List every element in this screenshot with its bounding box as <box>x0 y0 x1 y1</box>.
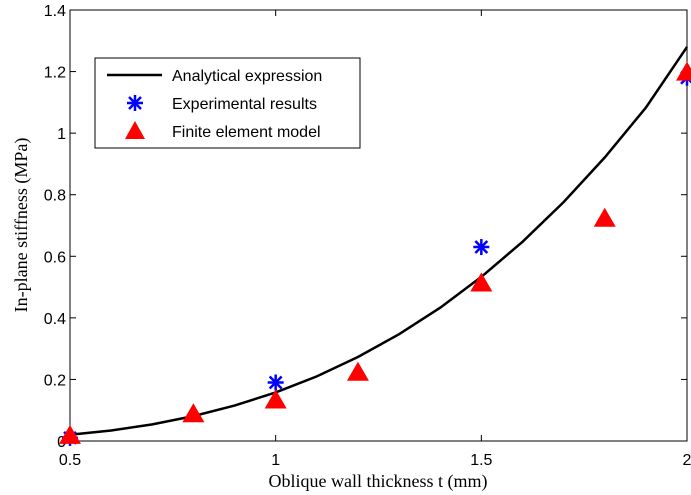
fem-point <box>593 207 616 227</box>
legend: Analytical expression Experimental resul… <box>94 57 361 149</box>
y-tick-label: 0.4 <box>44 311 66 328</box>
y-tick-label: 0.8 <box>44 188 66 205</box>
series-layer <box>59 46 691 446</box>
fem-point <box>676 61 691 81</box>
legend-label-experimental: Experimental results <box>172 96 317 113</box>
x-tick-label: 1 <box>271 452 280 469</box>
fem-point <box>470 272 493 292</box>
y-tick-label: 0.6 <box>44 249 66 266</box>
y-tick-label: 1 <box>57 126 66 143</box>
y-tick-label: 1.4 <box>44 3 66 20</box>
fem-point <box>182 403 205 423</box>
y-axis-title: In-plane stiffness (MPa) <box>11 138 32 313</box>
y-tick-label: 1.2 <box>44 65 66 82</box>
x-axis-title: Oblique wall thickness t (mm) <box>269 471 488 492</box>
legend-triangle-marker <box>125 121 145 139</box>
experimental-point <box>473 239 490 256</box>
legend-label-fem: Finite element model <box>172 124 321 141</box>
x-tick-label: 1.5 <box>470 452 492 469</box>
analytical-curve <box>69 46 689 437</box>
y-tick-label: 0.2 <box>44 372 66 389</box>
x-tick-label: 0.5 <box>59 452 81 469</box>
x-tick-label: 2 <box>683 452 691 469</box>
axis-ticks: 0.511.5200.20.40.60.811.21.4 <box>44 3 691 469</box>
fem-point <box>264 389 287 409</box>
legend-label-analytical: Analytical expression <box>172 68 322 85</box>
fem-point <box>346 361 369 381</box>
legend-asterisk-marker <box>127 95 143 111</box>
fem-point <box>59 424 81 444</box>
experimental-point <box>267 374 284 391</box>
